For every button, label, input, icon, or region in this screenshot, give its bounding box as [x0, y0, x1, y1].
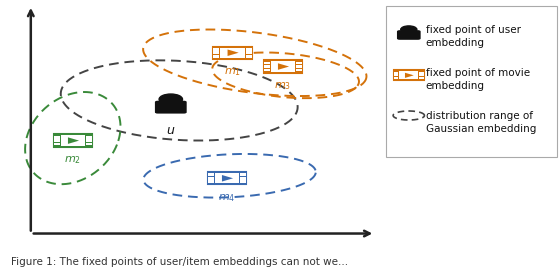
Polygon shape [227, 49, 239, 56]
Text: fixed point of movie
embedding: fixed point of movie embedding [426, 68, 530, 91]
Bar [419, 77, 424, 79]
Bar [419, 72, 424, 74]
FancyBboxPatch shape [213, 46, 251, 59]
Polygon shape [405, 73, 414, 78]
Bar [296, 69, 302, 71]
Polygon shape [278, 63, 289, 70]
FancyBboxPatch shape [270, 61, 295, 72]
Bar [54, 136, 59, 139]
Bar [394, 77, 398, 79]
Bar [54, 139, 59, 142]
Bar [213, 55, 219, 58]
Bar [419, 74, 424, 76]
Bar [246, 51, 251, 54]
Polygon shape [68, 137, 79, 144]
Bar [213, 48, 219, 50]
Bar [264, 65, 269, 68]
Bar [86, 136, 92, 139]
Circle shape [159, 94, 183, 104]
Bar [86, 143, 92, 146]
Bar [264, 69, 269, 71]
FancyBboxPatch shape [54, 134, 92, 147]
Bar [86, 139, 92, 142]
Bar [240, 180, 246, 183]
Bar [240, 177, 246, 180]
Text: $m_4$: $m_4$ [218, 192, 236, 204]
Bar [394, 74, 398, 76]
FancyBboxPatch shape [399, 71, 418, 79]
FancyBboxPatch shape [264, 60, 302, 73]
Text: Figure 1: The fixed points of user/item embeddings can not we...: Figure 1: The fixed points of user/item … [11, 257, 348, 267]
FancyBboxPatch shape [220, 48, 245, 58]
Bar [296, 62, 302, 65]
Bar [246, 55, 251, 58]
FancyBboxPatch shape [155, 101, 186, 114]
FancyBboxPatch shape [214, 173, 239, 184]
Bar [208, 180, 213, 183]
Bar [296, 65, 302, 68]
FancyBboxPatch shape [394, 70, 424, 80]
Bar [208, 173, 213, 176]
FancyBboxPatch shape [397, 30, 421, 40]
FancyBboxPatch shape [208, 172, 246, 184]
FancyBboxPatch shape [386, 6, 557, 157]
Bar [208, 177, 213, 180]
Bar [264, 62, 269, 65]
Text: $m_3$: $m_3$ [274, 80, 291, 92]
Text: $m_2$: $m_2$ [64, 154, 81, 166]
FancyBboxPatch shape [60, 136, 85, 146]
Bar [54, 143, 59, 146]
Bar [213, 51, 219, 54]
Text: $m_1$: $m_1$ [224, 66, 241, 78]
Circle shape [401, 26, 417, 33]
Bar [246, 48, 251, 50]
Text: $u$: $u$ [166, 124, 175, 137]
Bar [240, 173, 246, 176]
Text: distribution range of
Gaussian embedding: distribution range of Gaussian embedding [426, 111, 536, 134]
Text: fixed point of user
embedding: fixed point of user embedding [426, 25, 521, 48]
Bar [394, 72, 398, 74]
Polygon shape [222, 175, 233, 181]
